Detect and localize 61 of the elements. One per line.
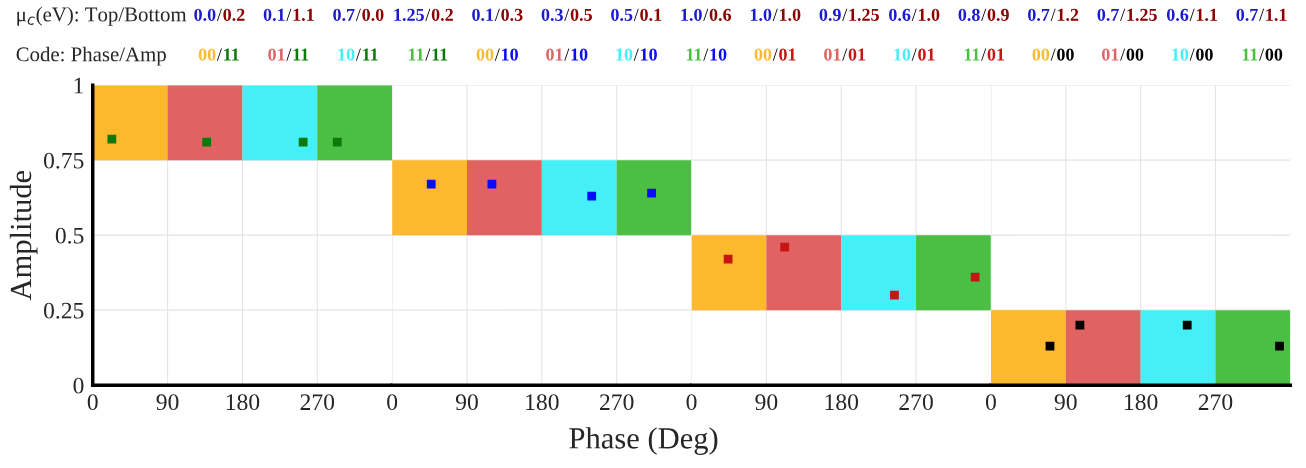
text: 0.5/0.1 bbox=[611, 8, 662, 21]
x-tick-label: 270 bbox=[899, 394, 933, 411]
text: 11/10 bbox=[686, 48, 727, 61]
y-tick-label: 1 bbox=[74, 77, 83, 94]
y-tick-label: 0.5 bbox=[55, 227, 84, 244]
text: 01/10 bbox=[546, 48, 588, 61]
text: 10/00 bbox=[1172, 48, 1213, 61]
text: 01/01 bbox=[824, 48, 866, 61]
x-tick-label: 0 bbox=[985, 394, 996, 411]
point bbox=[970, 272, 980, 282]
text: 01/00 bbox=[1102, 48, 1144, 61]
x-tick-label: 180 bbox=[1125, 394, 1158, 411]
x-tick-label: 0 bbox=[387, 394, 398, 411]
x-tick-label: 90 bbox=[156, 394, 179, 411]
text: 0.3/0.5 bbox=[541, 8, 592, 21]
text: 01/11 bbox=[268, 48, 309, 61]
text: 0.7/1.1 bbox=[1236, 8, 1287, 21]
text: 11/11 bbox=[408, 48, 448, 61]
text: 00/00 bbox=[1032, 48, 1074, 61]
y-tick-label: 0 bbox=[73, 377, 84, 394]
text: 0.6/1.0 bbox=[889, 8, 940, 21]
x-tick-label: 180 bbox=[226, 394, 260, 411]
x-axis-title: Phase (Deg) bbox=[569, 427, 718, 455]
text: 0.6/1.1 bbox=[1166, 8, 1218, 21]
text: 0.7/0.0 bbox=[333, 8, 384, 21]
text: 00/01 bbox=[754, 48, 796, 61]
x-tick-label: 270 bbox=[600, 394, 634, 411]
x-tick-label: 90 bbox=[755, 394, 778, 411]
x-tick-label: 0 bbox=[87, 394, 98, 411]
text: 10/10 bbox=[616, 48, 657, 61]
text: 00/11 bbox=[198, 48, 239, 61]
text: 00/10 bbox=[476, 48, 518, 61]
x-tick-label: 180 bbox=[825, 394, 859, 411]
text: 0.0/0.2 bbox=[194, 8, 245, 21]
x-tick-label: 270 bbox=[1198, 394, 1233, 411]
point bbox=[890, 290, 899, 300]
text: 0.7/1.25 bbox=[1097, 8, 1157, 21]
x-tick-label: 0 bbox=[686, 394, 697, 411]
x-tick-label: 270 bbox=[300, 394, 335, 411]
text: 1.0/1.0 bbox=[750, 8, 801, 21]
text: 1.0/0.6 bbox=[681, 8, 732, 21]
text: 0.1/1.1 bbox=[263, 8, 314, 21]
text: 11/01 bbox=[964, 48, 1005, 61]
x-tick-label: 90 bbox=[455, 394, 478, 411]
text: 0.9/1.25 bbox=[819, 8, 879, 21]
point bbox=[780, 242, 790, 252]
text: 0.8/0.9 bbox=[958, 8, 1009, 21]
text: 10/11 bbox=[338, 48, 378, 61]
x-tick-label: 180 bbox=[526, 394, 559, 411]
point bbox=[723, 254, 733, 264]
text: 1.25/0.2 bbox=[394, 8, 453, 21]
x-tick-label: 90 bbox=[1054, 394, 1077, 411]
text: 10/01 bbox=[894, 48, 935, 61]
text: 0.7/1.2 bbox=[1028, 8, 1079, 21]
text: 0.1/0.3 bbox=[472, 8, 523, 21]
text: μ$_{c}$(eV): Top/Bottom bbox=[17, 6, 187, 26]
text: Code: Phase/Amp bbox=[16, 46, 166, 66]
y-axis-title: Amplitude bbox=[9, 170, 38, 301]
y-tick-label: 0.25 bbox=[43, 302, 84, 319]
y-tick-label: 0.75 bbox=[43, 152, 84, 169]
text: 11/00 bbox=[1242, 48, 1283, 61]
